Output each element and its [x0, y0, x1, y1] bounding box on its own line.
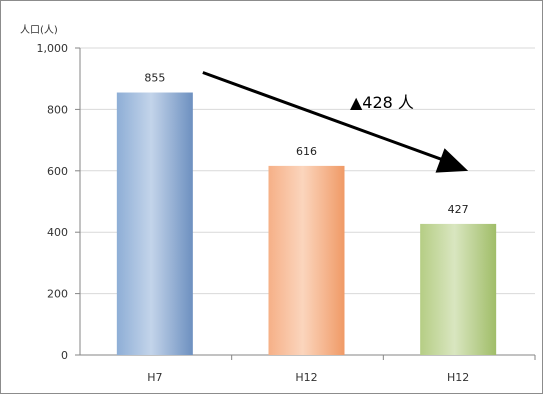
decrease-arrowhead — [435, 148, 469, 173]
x-tick-label-1: H12 — [295, 371, 317, 384]
bar-0 — [116, 92, 193, 355]
bar-1 — [268, 165, 345, 355]
annotation: ▲428 人 — [202, 71, 469, 173]
x-tick-label-0: H7 — [147, 371, 162, 384]
y-tick-label: 800 — [47, 103, 68, 116]
y-axis-unit-label: 人口(人) — [20, 24, 58, 36]
decrease-arrow — [202, 71, 455, 166]
bars — [116, 92, 497, 355]
decrease-annotation: ▲428 人 — [350, 93, 414, 112]
bar-2 — [420, 223, 497, 355]
data-label-1: 616 — [296, 145, 317, 158]
y-tick-label: 400 — [47, 226, 68, 239]
y-tick-label: 600 — [47, 165, 68, 178]
data-label-0: 855 — [144, 72, 165, 85]
x-tick-label-2: H12 — [447, 371, 469, 384]
y-tick-label: 0 — [61, 349, 68, 362]
y-tick-label: 200 — [47, 288, 68, 301]
data-label-2: 427 — [448, 203, 469, 216]
labels: 0 200 400 600 800 1,000 人口(人) 855 H7 616 H12 427 H12 — [20, 24, 469, 384]
y-tick-label: 1,000 — [37, 42, 69, 55]
